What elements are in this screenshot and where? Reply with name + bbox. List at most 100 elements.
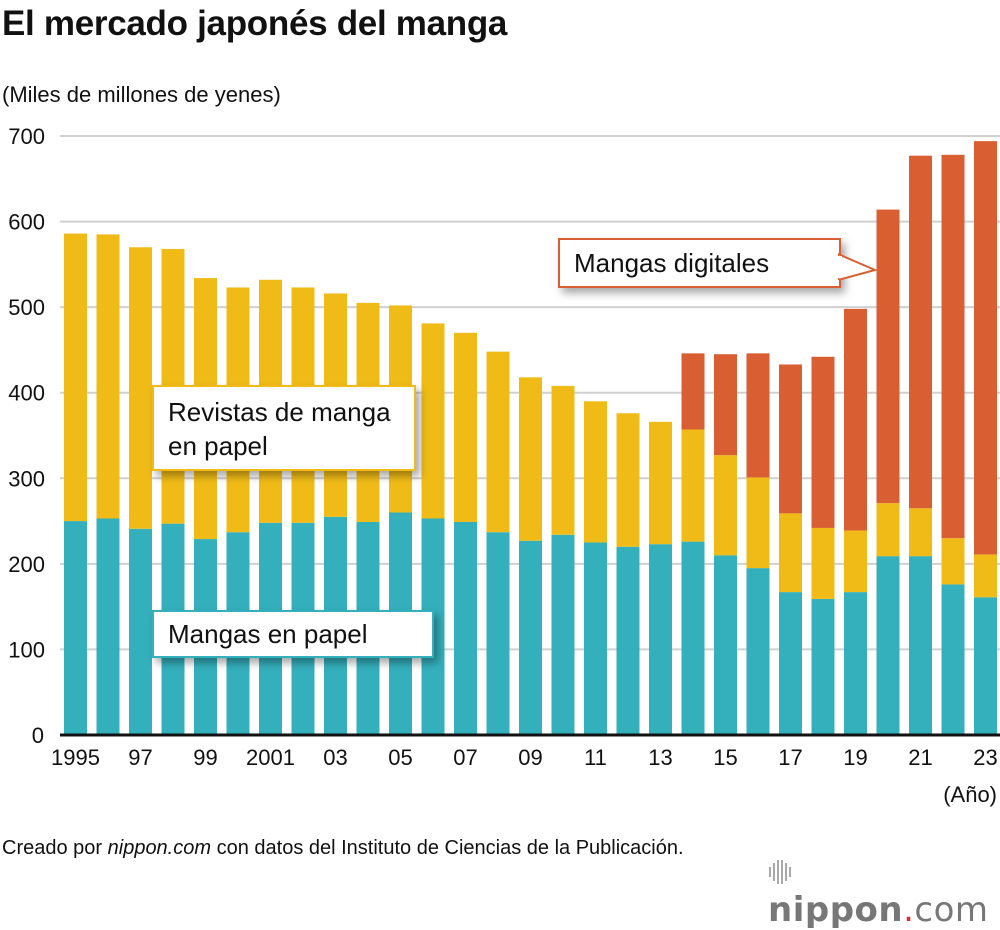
legend-label-digital-manga: Mangas digitales xyxy=(558,238,841,288)
bar-segment xyxy=(941,584,965,735)
bar-segment xyxy=(616,546,640,735)
y-tick-label: 0 xyxy=(32,723,44,748)
bar-segment xyxy=(746,353,770,478)
bar-stack-2018 xyxy=(811,356,835,735)
bar-segment xyxy=(844,530,867,593)
y-tick-label: 600 xyxy=(8,210,45,235)
bar-stack-2004 xyxy=(356,302,380,735)
bar-segment xyxy=(974,597,997,735)
bar-segment xyxy=(909,508,932,557)
stacked-bar-chart: 0 100 200 300 400 500 600 700 1995 97 99 2001 03 05 0… xyxy=(8,124,1000,770)
bar-stack-2010 xyxy=(551,385,575,735)
y-tick-label: 500 xyxy=(8,295,45,320)
bar-segment xyxy=(876,503,900,557)
x-tick-label: 15 xyxy=(713,745,737,770)
bar-stack-2023 xyxy=(974,141,997,735)
bar-segment xyxy=(649,544,672,735)
bar-segment xyxy=(876,209,900,504)
x-tick-label: 13 xyxy=(648,745,672,770)
bar-segment xyxy=(584,542,607,735)
bar-segment xyxy=(844,308,867,531)
x-tick-label: 23 xyxy=(973,745,997,770)
bar-segment xyxy=(551,385,575,535)
bar-stack-2006 xyxy=(421,323,445,735)
bar-stack-2015 xyxy=(714,354,737,735)
bar-segment xyxy=(681,429,705,542)
bar-segment xyxy=(941,538,965,585)
x-tick-labels: 1995 97 99 2001 03 05 07 09 11 13 15 17 19 21 23 xyxy=(51,745,998,770)
x-tick-label: 17 xyxy=(778,745,802,770)
bar-segment xyxy=(129,247,152,529)
x-tick-label: 05 xyxy=(388,745,412,770)
nippon-logo: nippon.com xyxy=(768,850,1000,930)
y-tick-labels: 0 100 200 300 400 500 600 700 xyxy=(8,124,45,748)
bar-stack-2016 xyxy=(746,353,770,735)
x-axis-unit-label: (Año) xyxy=(943,782,997,807)
bar-stack-1995 xyxy=(64,233,87,735)
bar-segment xyxy=(519,377,542,541)
x-tick-label: 09 xyxy=(518,745,542,770)
bar-segment xyxy=(64,521,87,735)
bar-stack-1997 xyxy=(129,247,152,735)
bar-segment xyxy=(714,354,737,456)
logo-dot: . xyxy=(903,890,915,930)
bar-segment xyxy=(876,556,900,735)
bar-segment xyxy=(681,353,705,430)
legend-label-print-magazines: Revistas de manga en papel xyxy=(152,385,416,471)
bar-segment xyxy=(941,154,965,539)
bar-segment xyxy=(974,141,997,555)
bar-stack-2001 xyxy=(259,279,282,735)
bar-segment xyxy=(486,532,510,735)
x-tick-label: 11 xyxy=(584,745,607,770)
bar-segment xyxy=(454,521,477,735)
bar-stack-1998 xyxy=(161,248,185,735)
bar-stack-2014 xyxy=(681,353,705,735)
bar-segment xyxy=(844,592,867,735)
bar-stack-2012 xyxy=(616,413,640,735)
bar-stack-2002 xyxy=(291,287,315,735)
bar-segment xyxy=(551,534,575,735)
x-tick-label: 99 xyxy=(193,745,217,770)
legend-label-text: Revistas de manga en papel xyxy=(168,397,391,461)
bar-segment xyxy=(486,351,510,533)
legend-label-print-manga: Mangas en papel xyxy=(152,610,434,658)
bar-segment xyxy=(96,518,120,735)
bar-segment xyxy=(811,527,835,599)
source-prefix: Creado por xyxy=(2,837,108,859)
bar-stack-2005 xyxy=(389,305,412,735)
logo-mark-icon xyxy=(769,859,791,884)
bar-segment xyxy=(714,555,737,735)
bar-segment xyxy=(974,554,997,598)
source-site: nippon.com xyxy=(107,837,212,859)
legend-label-text: Mangas en papel xyxy=(168,619,368,649)
source-suffix: con datos del Instituto de Ciencias de l… xyxy=(211,837,684,859)
y-axis-unit-label: (Miles de millones de yenes) xyxy=(2,82,281,107)
x-tick-label: 07 xyxy=(453,745,477,770)
bar-segment xyxy=(714,455,737,556)
y-tick-label: 100 xyxy=(8,637,45,662)
bar-segment xyxy=(519,540,542,735)
bar-segment xyxy=(909,556,932,735)
bar-segment xyxy=(811,598,835,735)
bar-segment xyxy=(779,592,802,735)
x-tick-label: 21 xyxy=(908,745,932,770)
bar-stack-2020 xyxy=(876,209,900,735)
bar-segment xyxy=(421,323,445,519)
bar-stack-2019 xyxy=(844,308,867,735)
bar-stack-2008 xyxy=(486,351,510,735)
bar-stack-2017 xyxy=(779,364,802,735)
y-tick-label: 700 xyxy=(8,124,45,149)
bar-stack-1999 xyxy=(194,278,217,735)
y-tick-label: 300 xyxy=(8,466,45,491)
bar-segment xyxy=(616,413,640,547)
y-tick-label: 200 xyxy=(8,552,45,577)
bar-stack-2003 xyxy=(324,293,347,735)
y-tick-label: 400 xyxy=(8,381,45,406)
bar-stack-2009 xyxy=(519,377,542,735)
logo-tld: com xyxy=(914,890,989,930)
legend-label-text: Mangas digitales xyxy=(574,248,770,278)
bar-segment xyxy=(454,332,477,522)
logo-name: nippon xyxy=(768,890,904,930)
bar-segment xyxy=(779,364,802,514)
bar-stack-2022 xyxy=(941,154,965,735)
